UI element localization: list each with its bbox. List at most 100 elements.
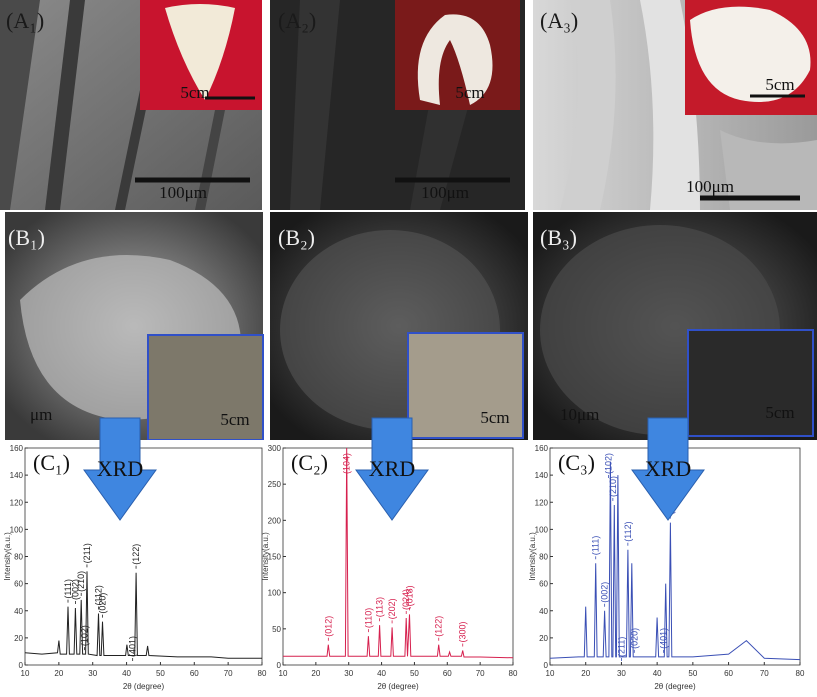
x-tick-label: 10 xyxy=(279,669,288,678)
panel-b1 xyxy=(5,212,264,441)
fiber-loop xyxy=(417,14,493,105)
peak-label: (210) xyxy=(76,571,86,592)
panel-label: (C₃) xyxy=(558,450,595,475)
x-tick-label: 40 xyxy=(122,669,131,678)
x-tick-label: 70 xyxy=(224,669,233,678)
y-tick-label: 0 xyxy=(19,661,24,670)
x-tick-label: 50 xyxy=(156,669,165,678)
inset-scale: 5cm xyxy=(180,83,209,102)
panel-b3 xyxy=(533,212,817,440)
y-tick-label: 80 xyxy=(14,553,23,562)
peak-label: (401) xyxy=(659,628,669,649)
peak-label: (020) xyxy=(629,628,639,649)
peak-label: (102) xyxy=(604,453,614,474)
x-tick-label: 60 xyxy=(443,669,452,678)
x-tick-label: 10 xyxy=(21,669,30,678)
inset-photo xyxy=(687,329,814,437)
y-axis-label: Intensity(a.u.) xyxy=(261,532,270,581)
peak-label: (113) xyxy=(375,597,385,617)
inset-scale: 5cm xyxy=(480,408,509,427)
y-tick-label: 60 xyxy=(14,580,23,589)
y-tick-label: 20 xyxy=(14,634,23,643)
peak-label: (102) xyxy=(80,625,90,646)
fiber-gap xyxy=(115,90,150,210)
peak-label: (202) xyxy=(387,598,397,619)
arrow-label: XRD xyxy=(369,456,415,481)
y-axis-label: Intensity(a.u.) xyxy=(528,532,537,581)
fiber xyxy=(290,0,340,210)
peak-label: (211) xyxy=(616,637,626,657)
xrd-trace xyxy=(24,571,262,659)
y-tick-label: 140 xyxy=(535,471,549,480)
x-tick-label: 40 xyxy=(377,669,386,678)
panel-label: (A₂) xyxy=(278,8,316,33)
y-axis-label: Intensity(a.u.) xyxy=(3,532,12,581)
fiber-gap xyxy=(45,0,85,210)
scale-label: μm xyxy=(30,405,52,424)
x-axis-label: 2θ (degree) xyxy=(123,682,165,691)
y-tick-label: 160 xyxy=(10,444,24,453)
fiber xyxy=(720,130,817,210)
fiber-bundle xyxy=(165,4,235,100)
peak-label: (002) xyxy=(70,579,80,600)
arrow-label: XRD xyxy=(97,456,143,481)
peak-label: (211) xyxy=(82,543,92,563)
panel-label: (A₁) xyxy=(6,8,44,33)
y-tick-label: 100 xyxy=(268,589,282,598)
y-tick-label: 50 xyxy=(272,625,281,634)
fiber-gap xyxy=(0,0,40,210)
panel-a2 xyxy=(270,0,525,210)
inset-scale: 5cm xyxy=(765,75,794,94)
xrd-trace xyxy=(283,447,514,659)
charts: 0 20 40 60 80 100 120 140 160 10 20 30 40 50 60 70 80 2θ … xyxy=(3,444,805,691)
peak-label: (111) xyxy=(591,536,601,556)
y-tick-label: 60 xyxy=(539,580,548,589)
inset-scale: 5cm xyxy=(220,410,249,429)
x-tick-label: 80 xyxy=(796,669,805,678)
panel-label: (B₃) xyxy=(540,225,577,250)
y-tick-label: 120 xyxy=(535,498,549,507)
inset-photo xyxy=(147,334,264,441)
panel-a3 xyxy=(533,0,817,210)
scale-label: 10μm xyxy=(560,405,599,424)
y-tick-label: 40 xyxy=(14,607,23,616)
fiber xyxy=(560,0,616,210)
x-tick-label: 20 xyxy=(311,669,320,678)
peak-label: (018) xyxy=(405,585,415,606)
peak-label: (300) xyxy=(458,622,468,643)
xrd-arrow xyxy=(83,417,157,521)
y-tick-label: 150 xyxy=(268,553,282,562)
panel-label: (B₁) xyxy=(8,225,45,250)
inset-photo xyxy=(407,332,524,439)
y-tick-label: 100 xyxy=(535,525,549,534)
peak-label: (122) xyxy=(434,616,444,637)
panel-label: (B₂) xyxy=(278,225,315,250)
x-tick-label: 30 xyxy=(344,669,353,678)
y-tick-label: 300 xyxy=(268,444,282,453)
peak-label: (401) xyxy=(128,636,138,657)
y-tick-label: 160 xyxy=(535,444,549,453)
inset-scale: 5cm xyxy=(765,403,794,422)
x-tick-label: 50 xyxy=(688,669,697,678)
peak-label: (012) xyxy=(323,616,333,637)
xrd-arrow xyxy=(631,417,705,521)
peak-label: (112) xyxy=(93,585,103,605)
x-tick-label: 20 xyxy=(581,669,590,678)
panel-label: (C₂) xyxy=(291,450,328,475)
peak-label: (112) xyxy=(623,521,633,541)
peak-label: (024) xyxy=(401,589,411,610)
arrow-label: XRD xyxy=(645,456,691,481)
x-tick-label: 80 xyxy=(509,669,518,678)
panel-a1 xyxy=(0,0,262,210)
y-tick-label: 250 xyxy=(268,480,282,489)
x-axis-label: 2θ (degree) xyxy=(654,682,696,691)
fiber-bundle xyxy=(690,6,811,103)
x-tick-label: 80 xyxy=(258,669,267,678)
scale-label: 100μm xyxy=(159,183,207,202)
peak-label: (110) xyxy=(363,608,373,628)
panel-label: (C₁) xyxy=(33,450,70,475)
scale-label: 100μm xyxy=(686,177,734,196)
xrd-arrow xyxy=(355,417,429,521)
